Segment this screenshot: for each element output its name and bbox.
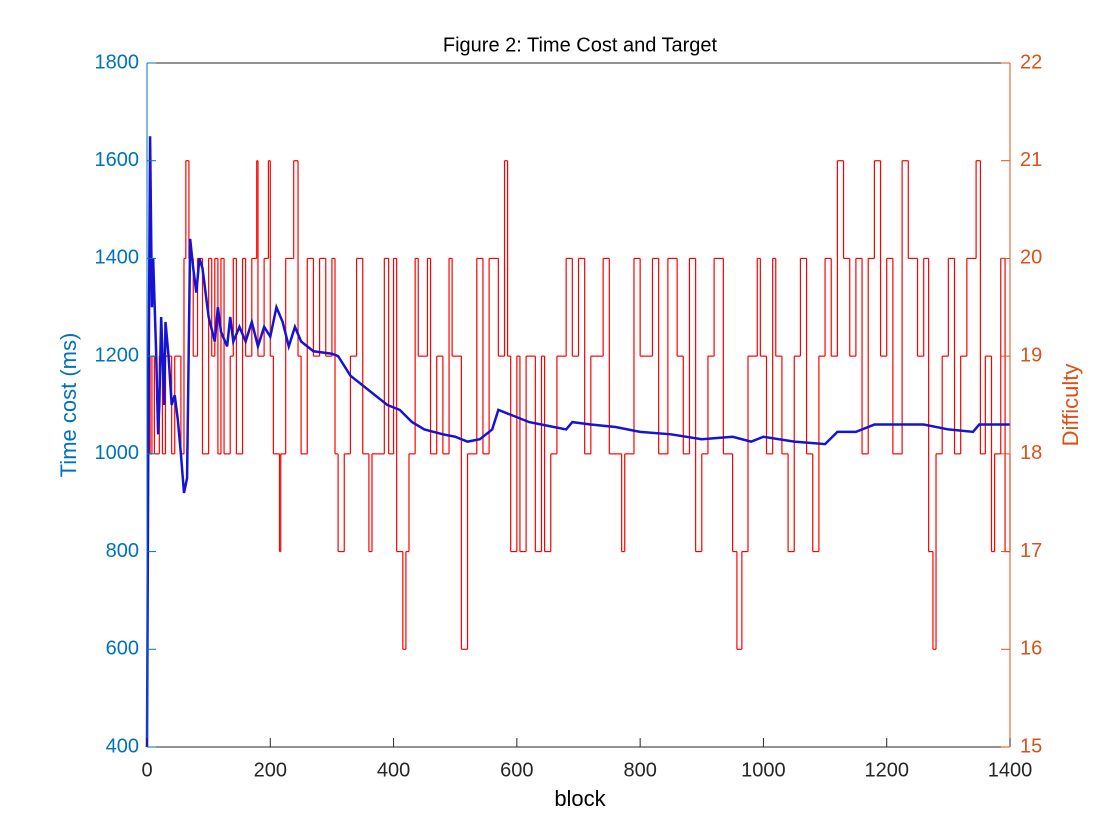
y2-tick-label: 15 bbox=[1020, 735, 1042, 757]
chart-title: Figure 2: Time Cost and Target bbox=[443, 34, 718, 56]
y2-tick-label: 18 bbox=[1020, 442, 1042, 464]
x-axis-label: block bbox=[554, 786, 606, 811]
x-tick-label: 1400 bbox=[988, 759, 1033, 781]
y-tick-label: 400 bbox=[106, 735, 139, 757]
x-tick-label: 600 bbox=[500, 759, 533, 781]
y-tick-label: 1000 bbox=[95, 442, 140, 464]
y-axis-label: Time cost (ms) bbox=[56, 333, 81, 478]
x-tick-label: 400 bbox=[377, 759, 410, 781]
x-tick-label: 800 bbox=[623, 759, 656, 781]
y-tick-label: 1800 bbox=[95, 51, 140, 73]
y2-tick-label: 22 bbox=[1020, 51, 1042, 73]
y-tick-label: 1600 bbox=[95, 149, 140, 171]
x-tick-label: 200 bbox=[254, 759, 287, 781]
y-tick-label: 800 bbox=[106, 540, 139, 562]
x-tick-label: 1200 bbox=[864, 759, 909, 781]
y-tick-label: 1400 bbox=[95, 247, 140, 269]
y2-tick-label: 16 bbox=[1020, 638, 1042, 660]
x-tick-label: 1000 bbox=[741, 759, 786, 781]
y-tick-label: 600 bbox=[106, 638, 139, 660]
y-tick-label: 1200 bbox=[95, 344, 140, 366]
y2-tick-label: 21 bbox=[1020, 149, 1042, 171]
x-tick-label: 0 bbox=[141, 759, 152, 781]
y2-axis-label: Difficulty bbox=[1058, 364, 1083, 447]
time-cost-line bbox=[145, 136, 1010, 748]
y2-tick-label: 17 bbox=[1020, 540, 1042, 562]
y2-tick-label: 20 bbox=[1020, 247, 1042, 269]
y2-tick-label: 19 bbox=[1020, 344, 1042, 366]
